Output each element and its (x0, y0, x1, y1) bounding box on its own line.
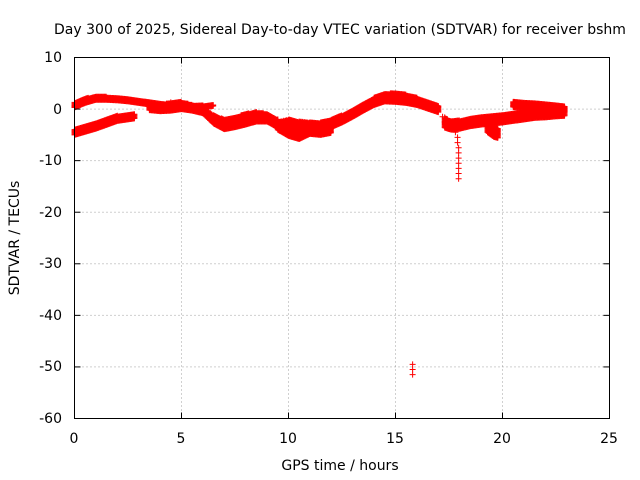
chart-title: Day 300 of 2025, Sidereal Day-to-day VTE… (54, 22, 626, 38)
data-point (131, 111, 138, 118)
data-point (210, 102, 217, 109)
data-points (71, 90, 568, 378)
